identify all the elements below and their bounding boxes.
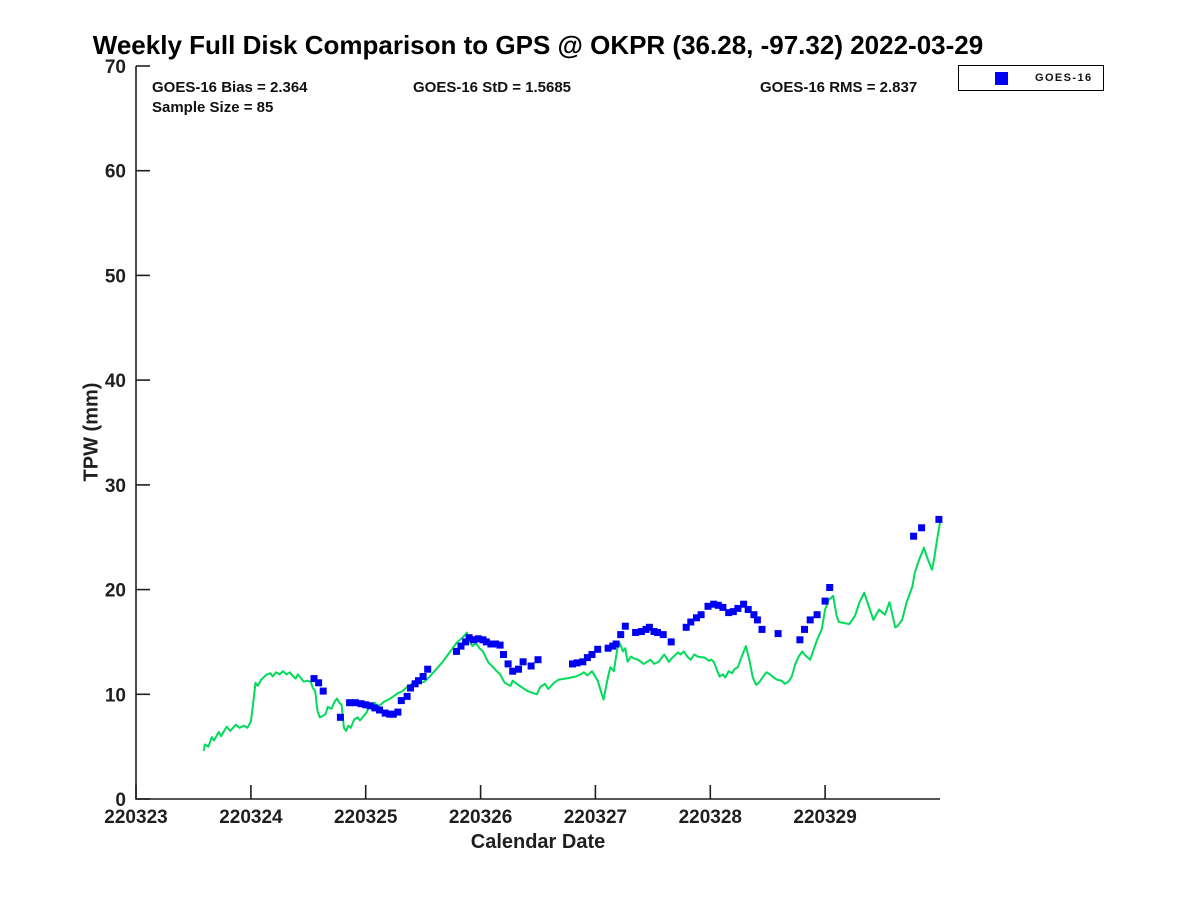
goes16-scatter-series — [310, 515, 943, 721]
x-tick-label: 220326 — [449, 807, 512, 828]
y-tick-label: 20 — [105, 581, 126, 602]
y-tick-label: 60 — [105, 162, 126, 183]
x-tick-label: 220328 — [679, 807, 742, 828]
chart-title: Weekly Full Disk Comparison to GPS @ OKP… — [92, 30, 984, 60]
y-tick-label: 30 — [105, 476, 126, 497]
stat-sample-size: Sample Size = 85 — [152, 99, 274, 116]
y-tick-label: 0 — [115, 790, 126, 811]
stat-std: GOES-16 StD = 1.5685 — [413, 79, 571, 96]
stat-bias: GOES-16 Bias = 2.364 — [152, 79, 308, 96]
x-axis: 220323 220324 220325 220326 220327 220328 2203… — [104, 785, 857, 828]
x-tick-label: 220325 — [334, 807, 398, 828]
y-tick-label: 50 — [105, 266, 126, 287]
x-tick-label: 220327 — [564, 807, 627, 828]
x-axis-label: Calendar Date — [470, 831, 606, 853]
goes16-square-marker-icon — [995, 71, 1008, 85]
y-tick-label: 10 — [105, 685, 126, 706]
y-axis: 0 10 20 30 40 50 60 70 — [105, 57, 150, 811]
legend-label-goes16: GOES-16 — [1035, 72, 1093, 84]
x-tick-label: 220329 — [793, 807, 856, 828]
x-tick-label: 220323 — [104, 807, 167, 828]
stat-rms: GOES-16 RMS = 2.837 — [760, 79, 918, 96]
y-tick-label: 40 — [105, 371, 126, 392]
gps-line-series — [202, 522, 941, 751]
y-tick-label: 70 — [105, 57, 126, 78]
axes-spines — [135, 66, 940, 800]
x-tick-label: 220324 — [219, 807, 283, 828]
legend: GOES-16 — [958, 65, 1104, 91]
